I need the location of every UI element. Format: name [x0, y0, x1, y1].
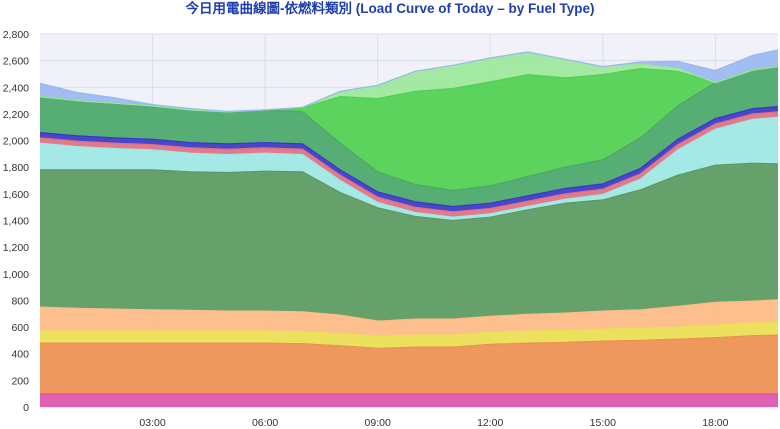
y-tick-label: 1,600: [3, 189, 29, 201]
y-tick-label: 2,800: [3, 29, 29, 41]
x-tick-label: 06:00: [252, 417, 278, 429]
y-tick-label: 800: [11, 295, 29, 307]
y-tick-label: 200: [11, 375, 29, 387]
series-line-7: [39, 106, 779, 208]
y-tick-label: 2,000: [3, 136, 29, 148]
chart-title: 今日用電曲線圖-依燃料類別 (Load Curve of Today – by …: [185, 1, 595, 16]
series-area-5: [40, 117, 778, 221]
y-tick-label: 1,400: [3, 216, 29, 228]
x-tick-label: 15:00: [590, 417, 616, 429]
series-area-3: [40, 299, 778, 337]
series-line-4: [40, 162, 779, 222]
x-tick-label: 09:00: [365, 417, 391, 429]
series-area-8: [40, 66, 778, 207]
series-area-0: [40, 393, 778, 407]
series-area-9: [40, 66, 778, 191]
y-tick-label: 1,800: [3, 162, 29, 174]
series-area-4: [40, 163, 778, 322]
y-tick-label: 0: [23, 402, 29, 414]
x-tick-label: 18:00: [702, 417, 728, 429]
series-outlines: [39, 49, 779, 395]
series-line-6: [39, 111, 779, 213]
y-tick-label: 2,400: [3, 82, 29, 94]
y-tick-label: 600: [11, 322, 29, 334]
series-line-5: [39, 116, 779, 218]
series-line-3: [39, 299, 779, 322]
y-tick-label: 1,200: [3, 242, 29, 254]
series-line-1: [40, 334, 779, 350]
series-area-1: [40, 335, 778, 394]
series-line-11: [39, 49, 779, 112]
x-tick-label: 12:00: [477, 417, 503, 429]
axis-labels: 0 200 400 600 800 1,000 1,200 1,400 1,600 1,800 2,…: [3, 29, 729, 429]
y-tick-label: 2,200: [3, 109, 29, 121]
y-tick-label: 400: [11, 349, 29, 361]
x-tick-label: 03:00: [139, 417, 165, 429]
series-area-10: [40, 52, 778, 112]
y-tick-label: 1,000: [3, 269, 29, 281]
series-line-2: [40, 321, 779, 338]
y-tick-label: 2,600: [3, 56, 29, 68]
